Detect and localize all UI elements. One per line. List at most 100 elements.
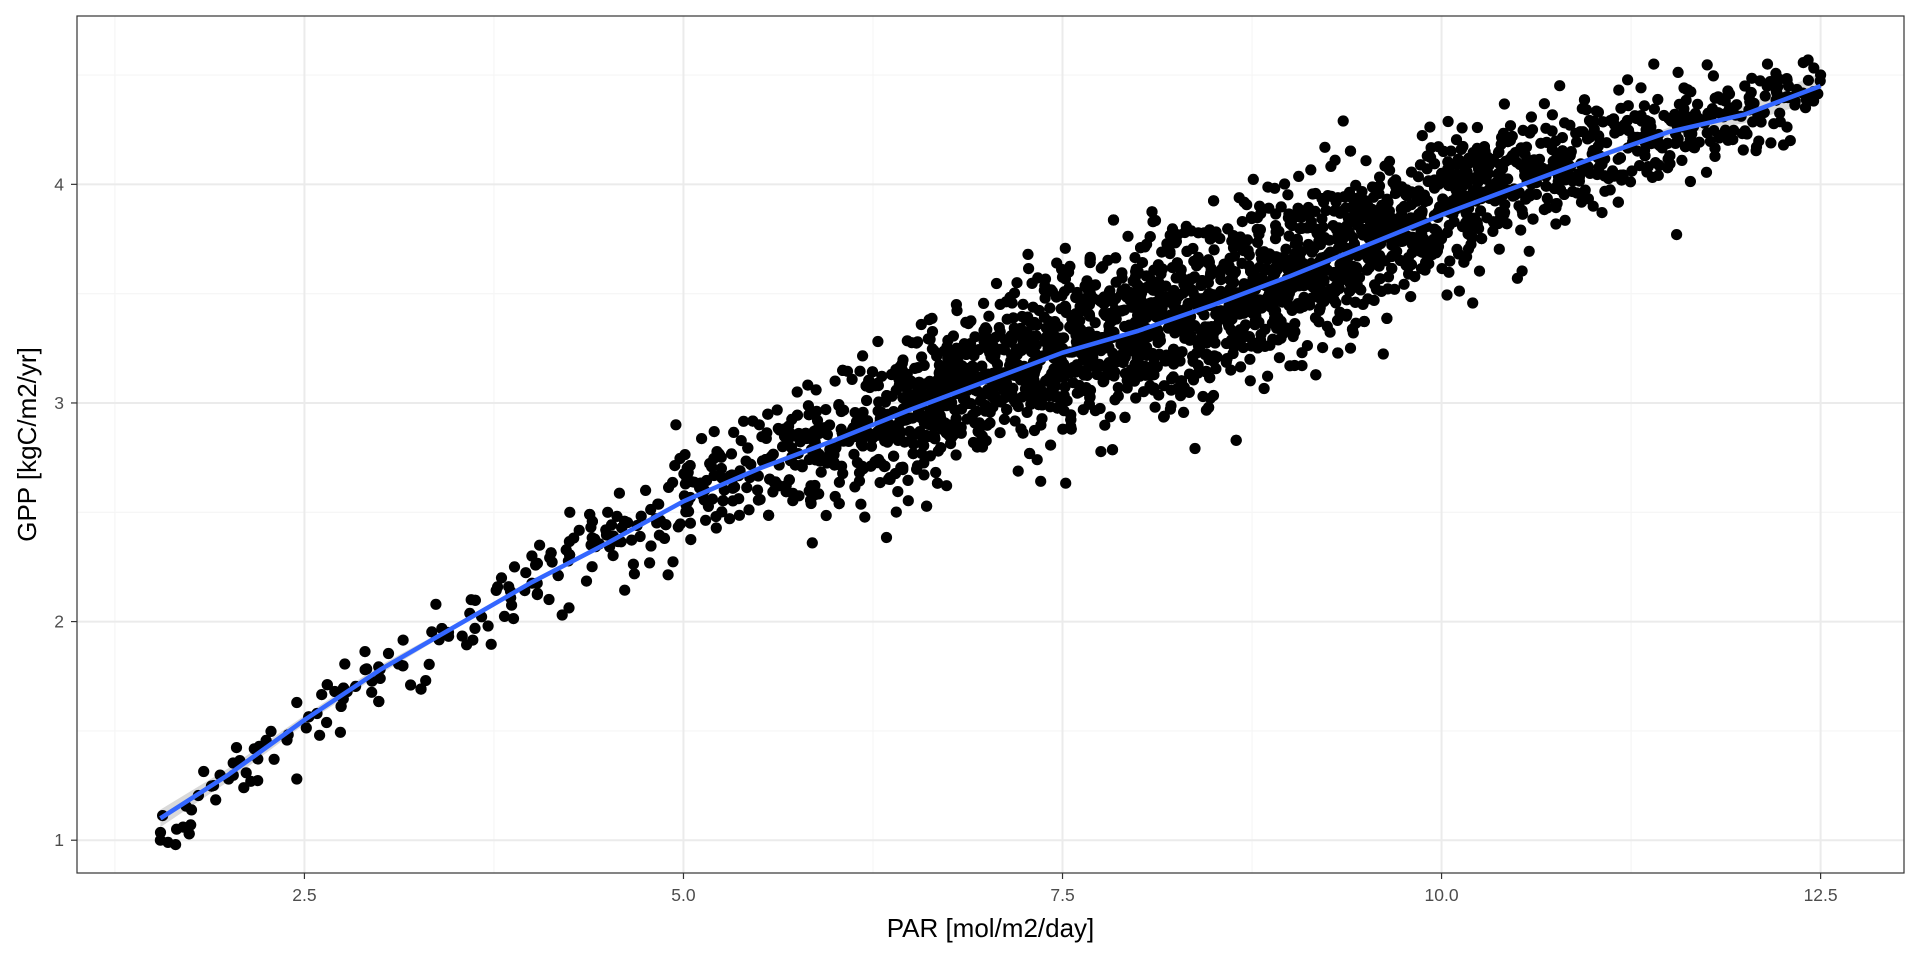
data-point [1597,116,1609,128]
data-point [1332,347,1344,359]
data-point [1042,343,1054,355]
data-point [1366,181,1379,193]
data-point [783,420,795,432]
data-point [733,509,746,521]
data-point [1156,246,1168,258]
data-point [1292,202,1304,214]
data-point [1380,208,1392,220]
data-point [855,411,868,423]
data-point [626,534,638,546]
data-point [803,409,815,421]
data-point [1587,200,1599,212]
data-point [706,493,719,505]
data-point [1709,150,1721,162]
data-point [820,404,832,416]
data-point [1203,256,1215,268]
data-point [1319,141,1331,153]
data-point [1095,446,1107,458]
data-point [1065,414,1077,426]
data-point [708,469,720,482]
data-point [1109,394,1121,406]
data-point [1648,103,1660,115]
data-point [905,375,917,387]
data-point [1283,230,1295,242]
data-point [849,481,861,493]
data-point [1149,307,1161,320]
data-point [627,558,640,570]
data-point [1298,291,1310,303]
data-point [1301,340,1313,352]
data-point [1750,145,1762,157]
data-point [1799,102,1812,114]
data-point [1175,375,1188,387]
data-point [918,469,930,481]
data-point [1571,187,1583,199]
data-point [1273,352,1285,364]
data-point [998,344,1011,356]
data-point [1680,94,1692,106]
data-point [1119,368,1131,380]
data-point [1154,335,1166,347]
data-point [1511,272,1523,284]
data-point [830,442,842,454]
data-point [1247,173,1259,185]
data-point [667,556,679,568]
data-point [1663,113,1675,125]
data-point [1580,104,1592,116]
data-point [1149,214,1162,227]
data-point [1176,346,1188,358]
data-point [933,359,946,371]
data-point [580,575,593,587]
data-point [584,508,596,521]
data-point [1382,271,1395,283]
data-point [461,639,473,651]
data-point [1110,276,1122,288]
data-point [1269,233,1282,245]
data-point [1358,315,1370,328]
data-point [564,549,576,561]
data-point [1320,204,1332,217]
data-point [1234,324,1246,336]
data-point [1613,125,1626,137]
data-point [334,726,346,738]
data-point [1030,330,1042,342]
data-point [1523,245,1535,257]
data-point [1166,373,1178,385]
data-point [1129,252,1141,264]
data-point [485,638,497,650]
data-point [874,477,886,489]
data-point [1073,386,1085,398]
data-point [359,646,371,658]
data-point [1538,98,1550,110]
data-point [1527,213,1539,225]
data-point [1027,301,1039,313]
data-point [1249,319,1261,331]
data-point [1498,98,1510,110]
data-point [1437,145,1449,157]
data-point [1622,124,1635,136]
data-point [366,686,378,698]
x-axis-title: PAR [mol/m2/day] [887,913,1095,943]
data-point [863,374,875,386]
data-point [1059,273,1071,285]
data-point [1228,341,1240,353]
data-point [1148,384,1160,396]
data-point [634,530,646,543]
data-point [745,459,757,471]
data-point [1390,174,1402,186]
data-point [613,487,626,499]
data-point [796,461,808,473]
data-point [890,506,902,518]
data-point [1341,294,1353,306]
data-point [683,505,695,517]
data-point [1424,121,1436,133]
data-point [1243,331,1255,343]
data-point [697,480,709,493]
data-point [1149,401,1161,413]
data-point [1031,454,1043,466]
data-point [1325,160,1337,172]
data-point [607,550,619,562]
data-point [672,521,684,533]
data-point [1493,243,1505,255]
data-point [871,377,884,389]
